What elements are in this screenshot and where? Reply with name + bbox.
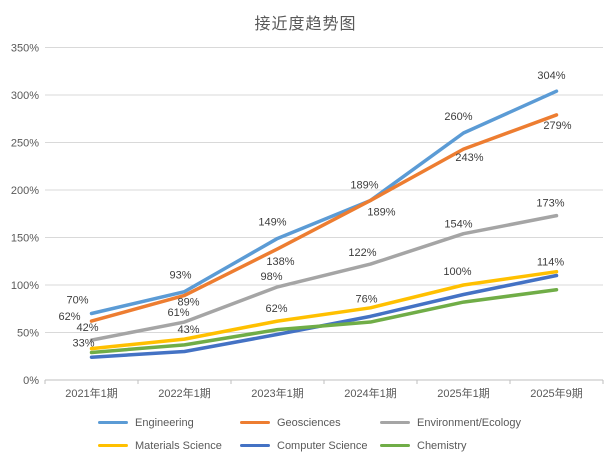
legend-item-geosciences: Geosciences — [240, 417, 380, 429]
legend-item-materials-science: Materials Science — [98, 440, 240, 452]
data-label: 138% — [266, 256, 294, 268]
y-axis-tick-label: 0% — [23, 375, 39, 387]
series-line-environment-ecology — [89, 213, 559, 342]
legend-label: Materials Science — [135, 439, 222, 452]
data-label: 243% — [455, 152, 483, 164]
x-axis-category-label: 2022年1期 — [158, 386, 211, 400]
y-axis-tick-label: 100% — [11, 280, 39, 292]
legend-label: Chemistry — [417, 439, 467, 452]
legend-label: Environment/Ecology — [417, 416, 521, 429]
data-label: 173% — [536, 198, 564, 210]
data-label: 100% — [443, 266, 471, 278]
legend: Engineering Geosciences Environment/Ecolog… — [98, 411, 521, 457]
data-label: 122% — [348, 247, 376, 259]
data-label: 33% — [72, 338, 94, 350]
data-label: 149% — [258, 216, 286, 228]
x-axis-category-label: 2025年1期 — [437, 386, 490, 400]
x-axis-category-label: 2023年1期 — [251, 386, 304, 400]
legend-label: Computer Science — [277, 439, 368, 452]
y-axis-tick-label: 150% — [11, 233, 39, 245]
legend-item-chemistry: Chemistry — [380, 440, 521, 452]
data-label: 304% — [537, 70, 565, 82]
data-label: 260% — [444, 111, 472, 123]
legend-item-environment-ecology: Environment/Ecology — [380, 417, 521, 429]
data-label: 93% — [169, 270, 191, 282]
legend-label: Geosciences — [277, 416, 341, 429]
data-label: 114% — [537, 257, 565, 269]
data-label: 61% — [167, 307, 189, 319]
series-line-materials-science — [89, 269, 559, 351]
series-line-computer-science — [89, 273, 559, 359]
legend-line-swatch — [240, 420, 270, 425]
legend-line-swatch — [98, 443, 128, 448]
data-label: 70% — [66, 294, 88, 306]
x-axis-category-label: 2025年9期 — [530, 386, 583, 400]
y-axis-tick-label: 250% — [11, 138, 39, 150]
data-label: 89% — [177, 296, 199, 308]
y-axis-tick-label: 200% — [11, 185, 39, 197]
x-axis-category-label: 2021年1期 — [65, 386, 118, 400]
legend-line-swatch — [380, 420, 410, 425]
x-axis-category-label: 2024年1期 — [344, 386, 397, 400]
data-label: 76% — [355, 294, 377, 306]
data-label: 43% — [177, 324, 199, 336]
series-line-geosciences — [89, 113, 559, 323]
legend-line-swatch — [380, 443, 410, 448]
data-label: 62% — [58, 311, 80, 323]
y-axis-tick-label: 50% — [17, 328, 39, 340]
legend-label: Engineering — [135, 416, 194, 429]
data-label: 42% — [76, 322, 98, 334]
legend-line-swatch — [240, 443, 270, 448]
legend-line-swatch — [98, 420, 128, 425]
y-axis-tick-label: 300% — [11, 90, 39, 102]
series-line-engineering — [89, 89, 559, 316]
chart-title: 接近度趋势图 — [254, 16, 357, 33]
legend-item-computer-science: Computer Science — [240, 440, 380, 452]
data-label: 98% — [260, 271, 282, 283]
data-label: 189% — [350, 179, 378, 191]
data-label: 62% — [265, 303, 287, 315]
data-label: 189% — [367, 206, 395, 218]
data-label: 154% — [444, 219, 472, 231]
series-line-chemistry — [89, 288, 559, 355]
y-axis-tick-label: 350% — [11, 43, 39, 55]
legend-item-engineering: Engineering — [98, 417, 240, 429]
data-label: 279% — [543, 120, 571, 132]
